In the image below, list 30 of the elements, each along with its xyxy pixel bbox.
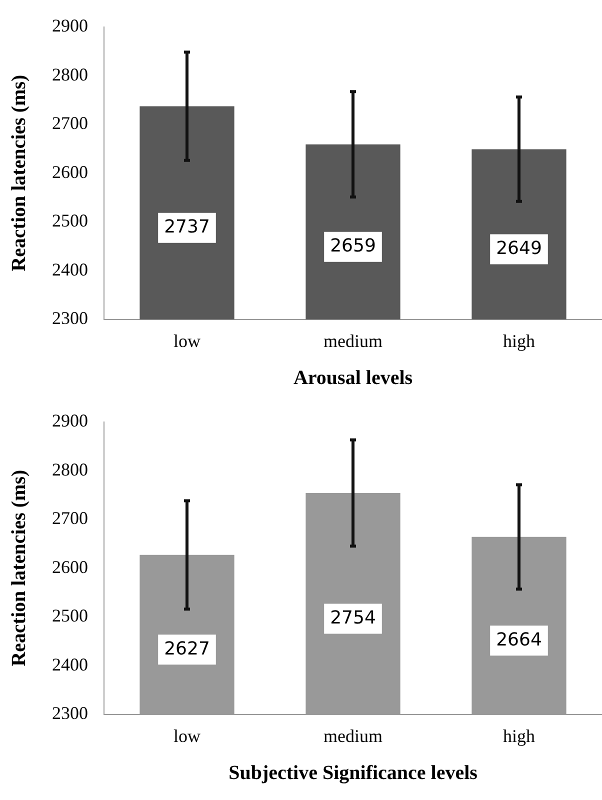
y-tick-label: 2300 — [52, 308, 88, 328]
x-tick-label: medium — [324, 726, 382, 746]
data-label: 2737 — [164, 216, 210, 238]
x-tick-label: high — [502, 726, 536, 746]
x-tick-label: low — [174, 330, 200, 351]
y-tick-label: 2600 — [52, 162, 88, 182]
x-axis-title: Arousal levels — [293, 367, 413, 390]
y-tick-label: 2500 — [52, 210, 88, 231]
data-label: 2659 — [330, 236, 376, 257]
x-tick-label: medium — [324, 330, 382, 351]
y-tick-label: 2600 — [52, 556, 88, 577]
y-tick-label: 2400 — [52, 259, 88, 280]
y-tick-label: 2400 — [52, 654, 88, 674]
y-tick-label: 2800 — [52, 64, 88, 84]
y-tick-label: 2900 — [52, 16, 88, 36]
data-label: 2664 — [496, 629, 542, 650]
y-tick-label: 2800 — [52, 459, 88, 480]
y-tick-label: 2700 — [52, 113, 88, 134]
y-tick-label: 2300 — [52, 703, 88, 724]
x-tick-label: high — [502, 330, 536, 351]
x-tick-label: low — [174, 726, 200, 746]
x-axis-title: Subjective Significance levels — [228, 762, 478, 784]
y-tick-label: 2500 — [52, 606, 88, 626]
y-axis-title: Reaction latencies (ms) — [8, 74, 30, 272]
y-axis-title: Reaction latencies (ms) — [8, 470, 30, 666]
data-label: 2754 — [330, 607, 376, 628]
y-tick-label: 2700 — [52, 508, 88, 528]
data-label: 2627 — [164, 638, 210, 660]
data-label: 2649 — [496, 238, 542, 259]
y-tick-label: 2900 — [52, 410, 88, 431]
